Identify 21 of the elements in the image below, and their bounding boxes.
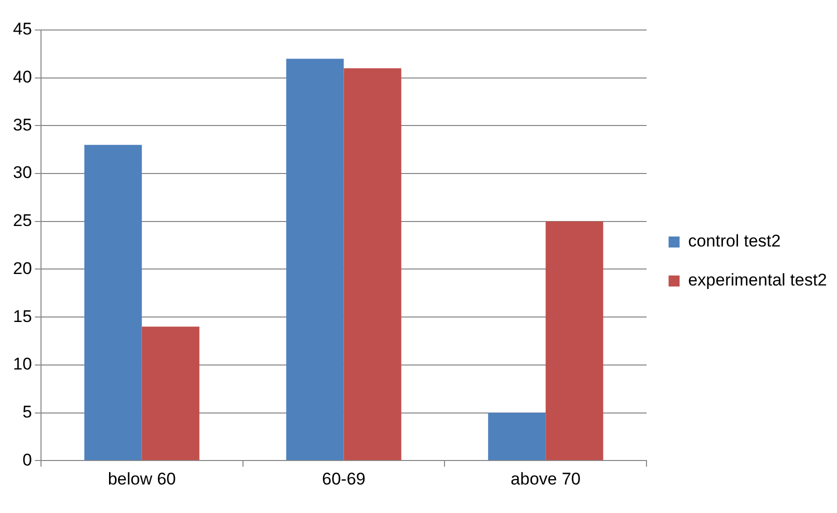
x-tick-label: 60-69 <box>322 469 366 488</box>
y-tick-label: 45 <box>12 20 32 39</box>
legend-label: control test2 <box>688 232 781 251</box>
y-tick-label: 20 <box>12 258 32 278</box>
y-tick-label: 40 <box>12 68 32 87</box>
y-tick-label: 30 <box>12 163 32 182</box>
bar <box>84 144 142 460</box>
bar <box>142 326 200 460</box>
y-tick-label: 0 <box>22 450 32 470</box>
bar <box>488 412 546 460</box>
legend-label: experimental test2 <box>688 270 827 290</box>
bar <box>546 221 604 460</box>
y-tick-label: 5 <box>22 402 32 422</box>
bar <box>286 58 344 460</box>
y-tick-label: 25 <box>12 211 32 230</box>
x-tick-label: below 60 <box>108 469 176 488</box>
y-tick-label: 15 <box>12 306 32 326</box>
y-tick-label: 10 <box>12 354 32 374</box>
x-tick-label: above 70 <box>510 469 581 488</box>
bar <box>344 68 402 460</box>
y-tick-label: 35 <box>12 115 32 134</box>
